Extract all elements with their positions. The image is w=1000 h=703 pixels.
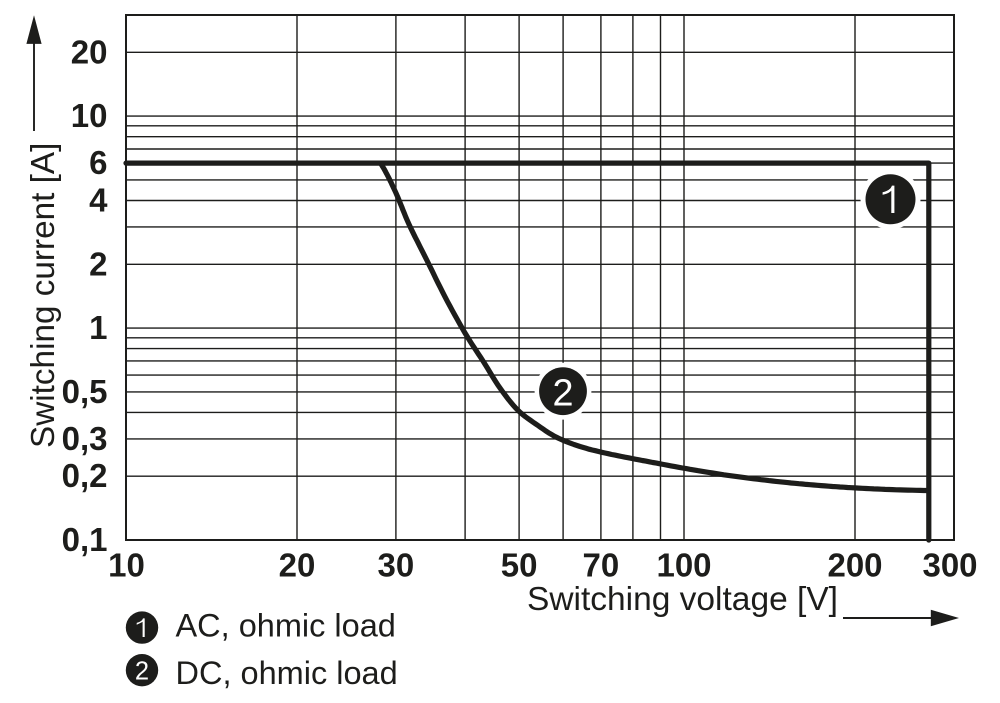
svg-text:20: 20 — [71, 33, 108, 70]
svg-text:2: 2 — [135, 658, 149, 686]
svg-text:DC, ohmic load: DC, ohmic load — [176, 655, 398, 691]
svg-text:4: 4 — [89, 182, 108, 219]
svg-text:0,2: 0,2 — [62, 457, 108, 494]
svg-text:6: 6 — [89, 144, 107, 181]
svg-text:20: 20 — [279, 546, 316, 583]
svg-text:Switching current [A]: Switching current [A] — [25, 143, 62, 448]
svg-text:10: 10 — [71, 97, 108, 134]
svg-text:100: 100 — [656, 546, 711, 583]
svg-text:1: 1 — [89, 309, 107, 346]
svg-text:0,1: 0,1 — [62, 521, 108, 558]
svg-text:70: 70 — [583, 546, 620, 583]
svg-text:2: 2 — [552, 373, 573, 415]
svg-text:Switching voltage [V]: Switching voltage [V] — [527, 581, 838, 618]
svg-text:200: 200 — [827, 546, 882, 583]
svg-text:AC, ohmic load: AC, ohmic load — [176, 608, 396, 644]
svg-text:30: 30 — [378, 546, 415, 583]
svg-text:300: 300 — [922, 546, 977, 583]
svg-text:0,3: 0,3 — [62, 420, 108, 457]
svg-text:2: 2 — [89, 245, 107, 282]
svg-text:10: 10 — [108, 546, 145, 583]
svg-text:0,5: 0,5 — [62, 373, 108, 410]
svg-text:50: 50 — [501, 546, 538, 583]
